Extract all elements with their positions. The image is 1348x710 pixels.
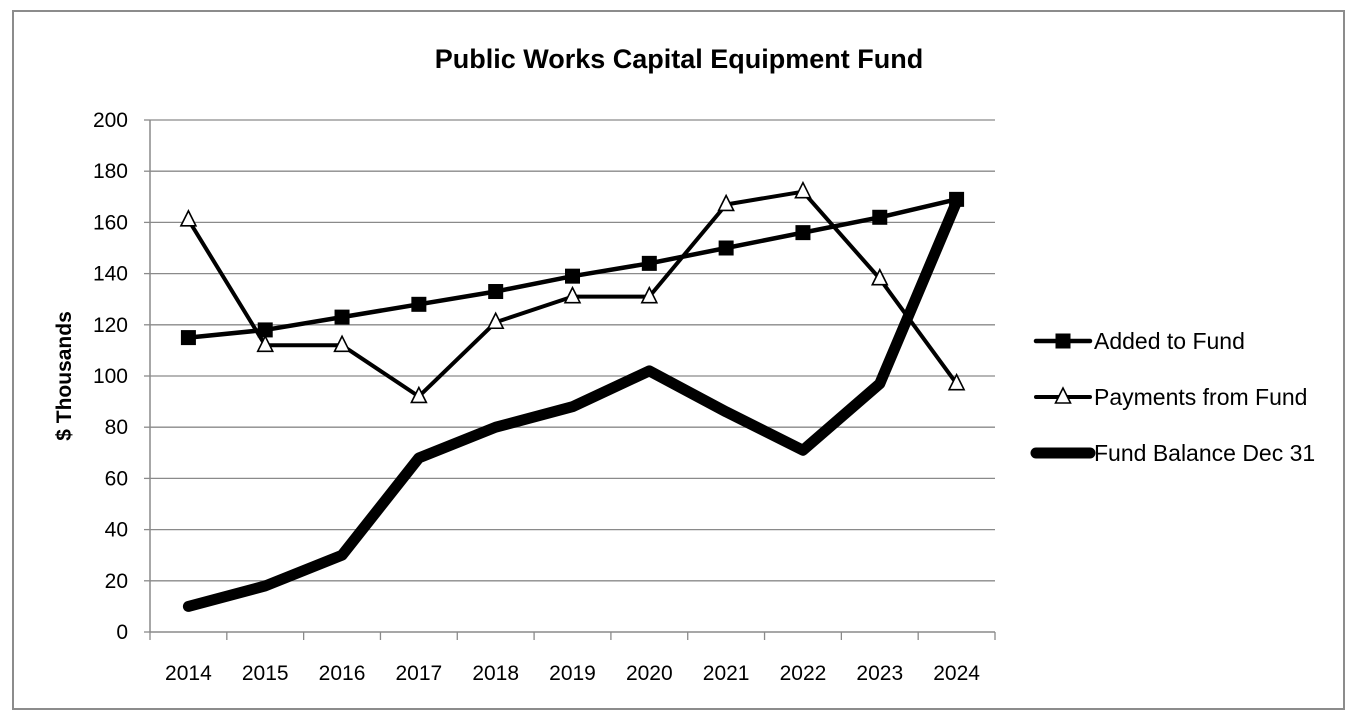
chart-title: Public Works Capital Equipment Fund xyxy=(435,44,924,74)
data-point-added-to-fund-2016 xyxy=(334,309,350,325)
series-layer xyxy=(179,180,966,612)
x-tick-labels: 2014 2015 2016 2017 2018 2019 2020 2021 2022 2023… xyxy=(165,662,980,685)
legend-label-fund-balance-dec-31: Fund Balance Dec 31 xyxy=(1094,440,1315,466)
y-tick-label-0: 0 xyxy=(116,621,128,644)
series-added-to-fund xyxy=(180,191,965,346)
legend-item-fund-balance-dec-31: Fund Balance Dec 31 xyxy=(1030,440,1315,466)
data-point-added-to-fund-2014 xyxy=(180,330,196,346)
x-tick-label-2022: 2022 xyxy=(780,662,827,685)
data-point-added-to-fund-2024 xyxy=(949,191,965,207)
y-tick-label-60: 60 xyxy=(105,467,128,490)
data-point-payments-from-fund-2023 xyxy=(870,267,889,286)
data-point-payments-from-fund-2016 xyxy=(333,334,351,353)
x-tick-label-2021: 2021 xyxy=(703,662,750,685)
y-tick-label-200: 200 xyxy=(93,109,128,132)
data-point-added-to-fund-2020 xyxy=(641,255,657,271)
axes xyxy=(144,119,996,640)
series-fund-balance-dec-31 xyxy=(182,196,963,612)
legend-label-payments-from-fund: Payments from Fund xyxy=(1094,384,1307,410)
x-tick-label-2016: 2016 xyxy=(319,662,366,685)
y-tick-label-140: 140 xyxy=(93,263,128,286)
x-tick-label-2020: 2020 xyxy=(626,662,673,685)
y-tick-labels: 0 20 40 60 80 100 120 140 160 180 200 xyxy=(93,109,128,644)
data-point-payments-from-fund-2018 xyxy=(486,311,505,330)
data-point-payments-from-fund-2015 xyxy=(256,334,275,353)
data-point-added-to-fund-2022 xyxy=(795,225,811,241)
data-point-payments-from-fund-2021 xyxy=(717,193,735,212)
x-tick-label-2017: 2017 xyxy=(396,662,443,685)
data-point-payments-from-fund-2020 xyxy=(640,285,659,304)
data-point-payments-from-fund-2024 xyxy=(947,372,966,391)
data-point-payments-from-fund-2017 xyxy=(410,385,428,404)
series-line-added-to-fund xyxy=(186,197,959,340)
series-payments-from-fund xyxy=(179,180,966,404)
y-tick-label-20: 20 xyxy=(105,570,128,593)
legend-swatch-marker xyxy=(1054,386,1072,404)
x-tick-label-2014: 2014 xyxy=(165,662,212,685)
data-point-added-to-fund-2019 xyxy=(565,268,580,284)
y-tick-label-160: 160 xyxy=(93,211,128,234)
y-tick-label-180: 180 xyxy=(93,160,128,183)
x-tick-label-2023: 2023 xyxy=(856,662,903,685)
series-line-fund-balance-dec-31 xyxy=(182,196,963,612)
y-tick-label-120: 120 xyxy=(93,314,128,337)
legend: Added to Fund Payments from Fund Fund Bala… xyxy=(1030,328,1315,466)
y-tick-label-40: 40 xyxy=(105,519,128,542)
y-tick-label-100: 100 xyxy=(93,365,128,388)
data-point-payments-from-fund-2014 xyxy=(179,209,198,227)
x-tick-label-2024: 2024 xyxy=(933,662,980,685)
data-point-added-to-fund-2017 xyxy=(411,296,427,312)
legend-item-payments-from-fund: Payments from Fund xyxy=(1034,384,1307,410)
legend-label-added-to-fund: Added to Fund xyxy=(1094,328,1245,354)
y-axis-label: $ Thousands xyxy=(53,311,76,441)
legend-swatch-marker xyxy=(1055,333,1071,349)
x-tick-label-2015: 2015 xyxy=(242,662,289,685)
legend-item-added-to-fund: Added to Fund xyxy=(1033,328,1245,354)
data-point-payments-from-fund-2022 xyxy=(794,180,812,199)
data-point-added-to-fund-2015 xyxy=(257,322,273,338)
y-tick-label-80: 80 xyxy=(105,416,128,439)
data-point-payments-from-fund-2019 xyxy=(563,285,582,304)
x-tick-label-2019: 2019 xyxy=(549,662,596,685)
data-point-added-to-fund-2018 xyxy=(488,284,504,300)
data-point-added-to-fund-2023 xyxy=(872,209,888,225)
x-tick-label-2018: 2018 xyxy=(472,662,519,685)
data-point-added-to-fund-2021 xyxy=(718,240,734,256)
gridlines xyxy=(150,119,995,582)
